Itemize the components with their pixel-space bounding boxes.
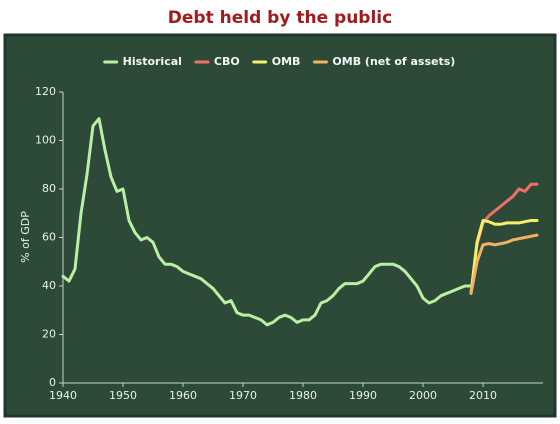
x-tick-label: 1980 bbox=[289, 389, 317, 402]
x-tick-label: 2010 bbox=[469, 389, 497, 402]
panel bbox=[3, 33, 557, 418]
series-line bbox=[469, 233, 539, 295]
y-tick-label: 120 bbox=[35, 85, 56, 98]
chart-title: Debt held by the public bbox=[168, 8, 392, 28]
y-tick-label: 80 bbox=[42, 182, 56, 195]
y-tick-label: 20 bbox=[42, 328, 56, 341]
x-tick-label: 1960 bbox=[169, 389, 197, 402]
x-tick-label: 1940 bbox=[49, 389, 77, 402]
x-tick-label: 2000 bbox=[409, 389, 437, 402]
series-line bbox=[469, 219, 539, 295]
legend-label: CBO bbox=[214, 55, 240, 68]
legend-label: OMB bbox=[272, 55, 301, 68]
y-tick-label: 60 bbox=[42, 231, 56, 244]
legend-label: Historical bbox=[123, 55, 182, 68]
y-tick-label: 0 bbox=[49, 376, 56, 389]
x-tick-label: 1950 bbox=[109, 389, 137, 402]
x-tick-label: 1990 bbox=[349, 389, 377, 402]
y-tick-label: 40 bbox=[42, 279, 56, 292]
y-tick-label: 100 bbox=[35, 134, 56, 147]
x-tick-label: 1970 bbox=[229, 389, 257, 402]
series-line bbox=[61, 117, 473, 327]
legend-label: OMB (net of assets) bbox=[332, 55, 455, 68]
y-axis-label: % of GDP bbox=[19, 211, 32, 263]
